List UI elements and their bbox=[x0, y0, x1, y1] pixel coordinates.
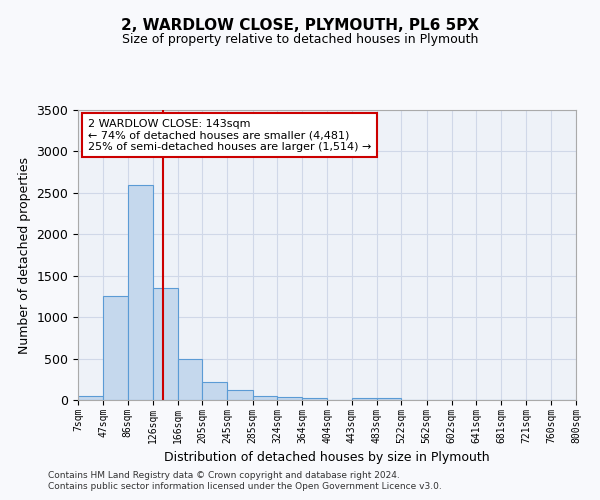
Text: 2, WARDLOW CLOSE, PLYMOUTH, PL6 5PX: 2, WARDLOW CLOSE, PLYMOUTH, PL6 5PX bbox=[121, 18, 479, 32]
Text: Size of property relative to detached houses in Plymouth: Size of property relative to detached ho… bbox=[122, 32, 478, 46]
Bar bbox=[253, 396, 277, 400]
Text: Contains HM Land Registry data © Crown copyright and database right 2024.: Contains HM Land Registry data © Crown c… bbox=[48, 470, 400, 480]
Bar bbox=[178, 358, 202, 400]
Bar bbox=[128, 184, 153, 400]
Bar bbox=[377, 398, 401, 400]
Text: Contains public sector information licensed under the Open Government Licence v3: Contains public sector information licen… bbox=[48, 482, 442, 491]
Y-axis label: Number of detached properties: Number of detached properties bbox=[18, 156, 31, 354]
Bar bbox=[277, 396, 302, 400]
Bar bbox=[202, 382, 227, 400]
Bar bbox=[302, 398, 328, 400]
Text: 2 WARDLOW CLOSE: 143sqm
← 74% of detached houses are smaller (4,481)
25% of semi: 2 WARDLOW CLOSE: 143sqm ← 74% of detache… bbox=[88, 118, 371, 152]
Bar bbox=[352, 398, 377, 400]
Bar bbox=[153, 288, 178, 400]
X-axis label: Distribution of detached houses by size in Plymouth: Distribution of detached houses by size … bbox=[164, 451, 490, 464]
Bar bbox=[78, 396, 103, 400]
Bar bbox=[103, 296, 128, 400]
Bar bbox=[227, 390, 253, 400]
